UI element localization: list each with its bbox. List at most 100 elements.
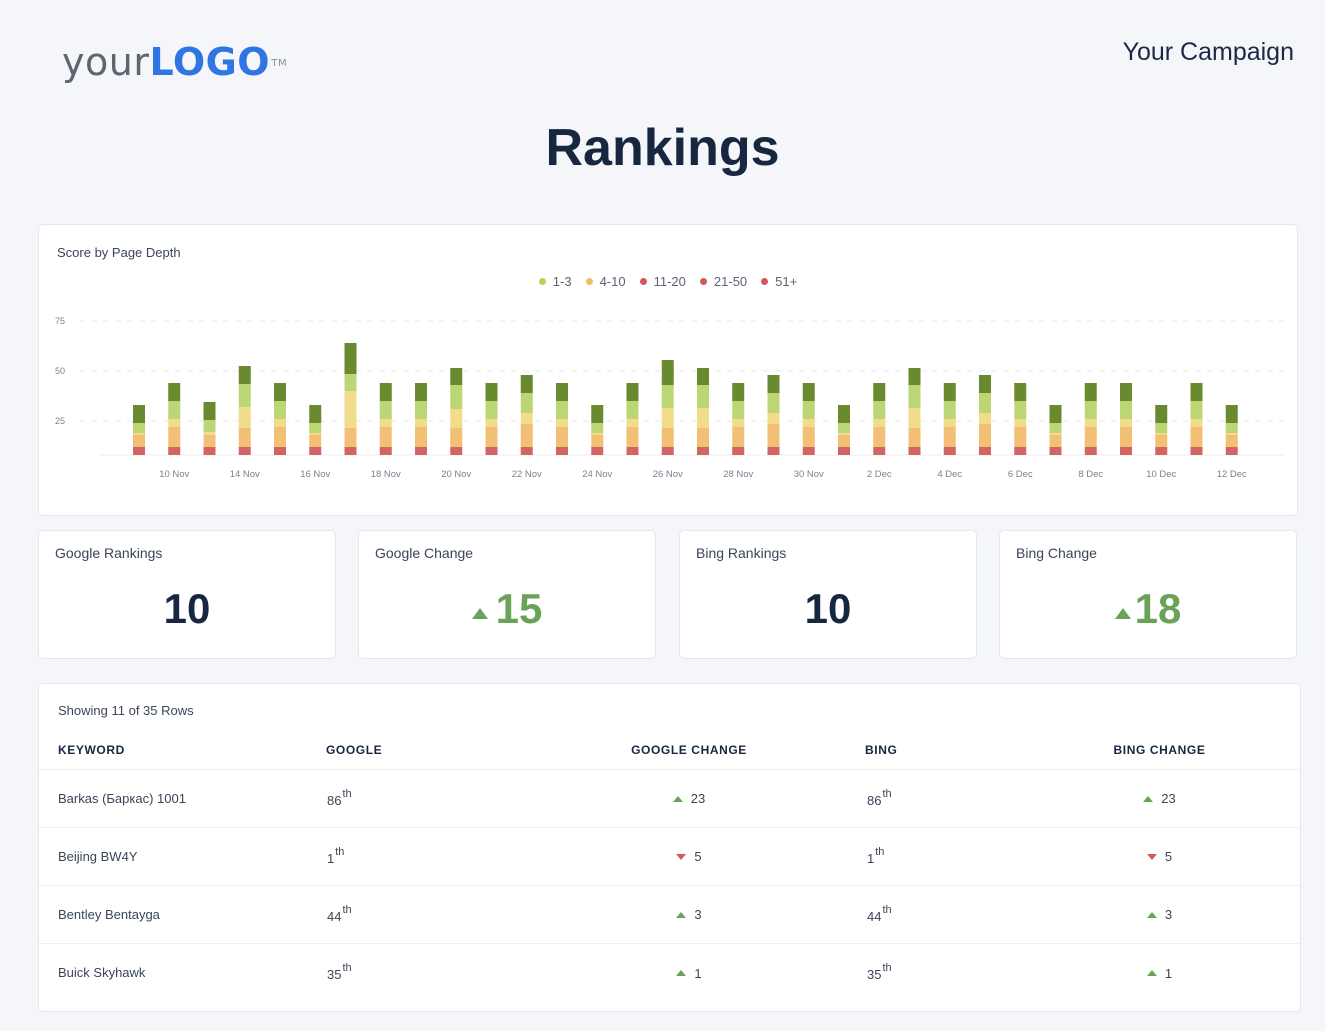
bar-segment-21-50[interactable]	[344, 428, 357, 447]
bar-segment-11-20[interactable]	[1049, 433, 1062, 435]
bar-segment-1-3[interactable]	[943, 383, 956, 401]
bar-segment-51plus[interactable]	[133, 447, 145, 455]
bar-segment-4-10[interactable]	[943, 401, 956, 419]
bar-segment-1-3[interactable]	[908, 368, 921, 385]
bar-segment-51plus[interactable]	[838, 447, 850, 455]
bar-segment-51plus[interactable]	[873, 447, 886, 455]
bar-segment-4-10[interactable]	[802, 401, 815, 419]
bar-segment-1-3[interactable]	[168, 383, 181, 401]
bar-segment-4-10[interactable]	[908, 385, 921, 408]
bar-segment-1-3[interactable]	[767, 375, 780, 393]
bar-segment-51plus[interactable]	[626, 447, 639, 455]
bar-segment-1-3[interactable]	[344, 343, 357, 374]
bar-segment-51plus[interactable]	[591, 447, 604, 455]
bar-segment-1-3[interactable]	[661, 360, 674, 385]
bar-segment-11-20[interactable]	[1155, 433, 1168, 435]
bar-segment-11-20[interactable]	[732, 419, 745, 427]
bar-segment-21-50[interactable]	[520, 424, 533, 447]
bar-segment-11-20[interactable]	[767, 413, 780, 424]
bar-segment-4-10[interactable]	[626, 401, 639, 419]
bar-segment-21-50[interactable]	[168, 427, 181, 447]
bar-segment-1-3[interactable]	[1190, 383, 1203, 401]
bar-segment-51plus[interactable]	[274, 447, 286, 455]
bar-segment-51plus[interactable]	[203, 447, 216, 455]
bar-segment-21-50[interactable]	[415, 427, 427, 447]
bar-segment-11-20[interactable]	[661, 408, 674, 428]
bar-segment-11-20[interactable]	[485, 419, 498, 427]
legend-item[interactable]: 1-3	[538, 274, 572, 289]
bar-segment-51plus[interactable]	[1155, 447, 1168, 455]
bar-segment-11-20[interactable]	[626, 419, 639, 427]
bar-segment-21-50[interactable]	[838, 435, 850, 447]
bar-segment-4-10[interactable]	[450, 385, 463, 409]
bar-segment-4-10[interactable]	[133, 423, 145, 433]
bar-segment-4-10[interactable]	[238, 384, 251, 407]
bar-segment-1-3[interactable]	[203, 402, 216, 420]
bar-segment-4-10[interactable]	[485, 401, 498, 419]
bar-segment-21-50[interactable]	[1014, 427, 1027, 447]
legend-item[interactable]: 4-10	[585, 274, 626, 289]
bar-segment-11-20[interactable]	[238, 407, 251, 428]
bar-segment-11-20[interactable]	[274, 419, 286, 427]
bar-segment-51plus[interactable]	[908, 447, 921, 455]
bar-segment-51plus[interactable]	[1120, 447, 1132, 455]
bar-segment-21-50[interactable]	[732, 427, 745, 447]
bar-segment-21-50[interactable]	[274, 427, 286, 447]
bar-segment-51plus[interactable]	[309, 447, 322, 455]
bar-segment-1-3[interactable]	[520, 375, 533, 393]
bar-segment-4-10[interactable]	[661, 385, 674, 408]
bar-segment-51plus[interactable]	[1084, 447, 1097, 455]
bar-segment-1-3[interactable]	[415, 383, 427, 401]
bar-segment-21-50[interactable]	[767, 424, 780, 447]
bar-segment-21-50[interactable]	[1084, 427, 1097, 447]
bar-segment-21-50[interactable]	[802, 427, 815, 447]
bar-segment-51plus[interactable]	[379, 447, 392, 455]
bar-segment-21-50[interactable]	[873, 427, 886, 447]
bar-segment-1-3[interactable]	[979, 375, 991, 393]
bar-segment-21-50[interactable]	[1155, 435, 1168, 447]
bar-segment-11-20[interactable]	[1225, 433, 1238, 435]
bar-segment-1-3[interactable]	[838, 405, 850, 423]
bar-segment-21-50[interactable]	[238, 428, 251, 447]
bar-segment-21-50[interactable]	[203, 435, 216, 447]
bar-segment-1-3[interactable]	[697, 368, 709, 385]
bar-segment-11-20[interactable]	[379, 419, 392, 427]
bar-segment-1-3[interactable]	[450, 368, 463, 385]
bar-segment-4-10[interactable]	[767, 393, 780, 413]
bar-segment-4-10[interactable]	[309, 423, 322, 433]
bar-segment-11-20[interactable]	[979, 413, 991, 424]
bar-segment-51plus[interactable]	[168, 447, 181, 455]
table-row[interactable]: Barkas (Баркас) 1001 86th 23 86th 23	[39, 769, 1300, 828]
bar-segment-51plus[interactable]	[415, 447, 427, 455]
bar-segment-4-10[interactable]	[415, 401, 427, 419]
bar-segment-11-20[interactable]	[908, 408, 921, 428]
bar-segment-21-50[interactable]	[133, 435, 145, 447]
table-row[interactable]: Bentley Bentayga 44th 3 44th 3	[39, 885, 1300, 944]
bar-segment-4-10[interactable]	[732, 401, 745, 419]
bar-segment-11-20[interactable]	[943, 419, 956, 427]
bar-segment-4-10[interactable]	[274, 401, 286, 419]
bar-segment-21-50[interactable]	[591, 435, 604, 447]
bar-segment-1-3[interactable]	[238, 366, 251, 384]
bar-segment-4-10[interactable]	[1084, 401, 1097, 419]
bar-segment-4-10[interactable]	[979, 393, 991, 413]
bar-segment-11-20[interactable]	[873, 419, 886, 427]
bar-segment-11-20[interactable]	[1190, 419, 1203, 427]
bar-segment-21-50[interactable]	[697, 428, 709, 447]
bar-segment-21-50[interactable]	[485, 427, 498, 447]
bar-segment-51plus[interactable]	[344, 447, 357, 455]
bar-segment-1-3[interactable]	[1225, 405, 1238, 423]
bar-segment-21-50[interactable]	[379, 427, 392, 447]
bar-segment-1-3[interactable]	[485, 383, 498, 401]
bar-segment-51plus[interactable]	[1225, 447, 1238, 455]
bar-segment-51plus[interactable]	[556, 447, 568, 455]
bar-segment-21-50[interactable]	[1225, 435, 1238, 447]
bar-segment-4-10[interactable]	[168, 401, 181, 419]
bar-segment-11-20[interactable]	[450, 409, 463, 428]
bar-segment-11-20[interactable]	[415, 419, 427, 427]
bar-segment-51plus[interactable]	[767, 447, 780, 455]
bar-segment-11-20[interactable]	[802, 419, 815, 427]
bar-segment-4-10[interactable]	[591, 423, 604, 433]
bar-segment-4-10[interactable]	[1014, 401, 1027, 419]
bar-segment-51plus[interactable]	[485, 447, 498, 455]
